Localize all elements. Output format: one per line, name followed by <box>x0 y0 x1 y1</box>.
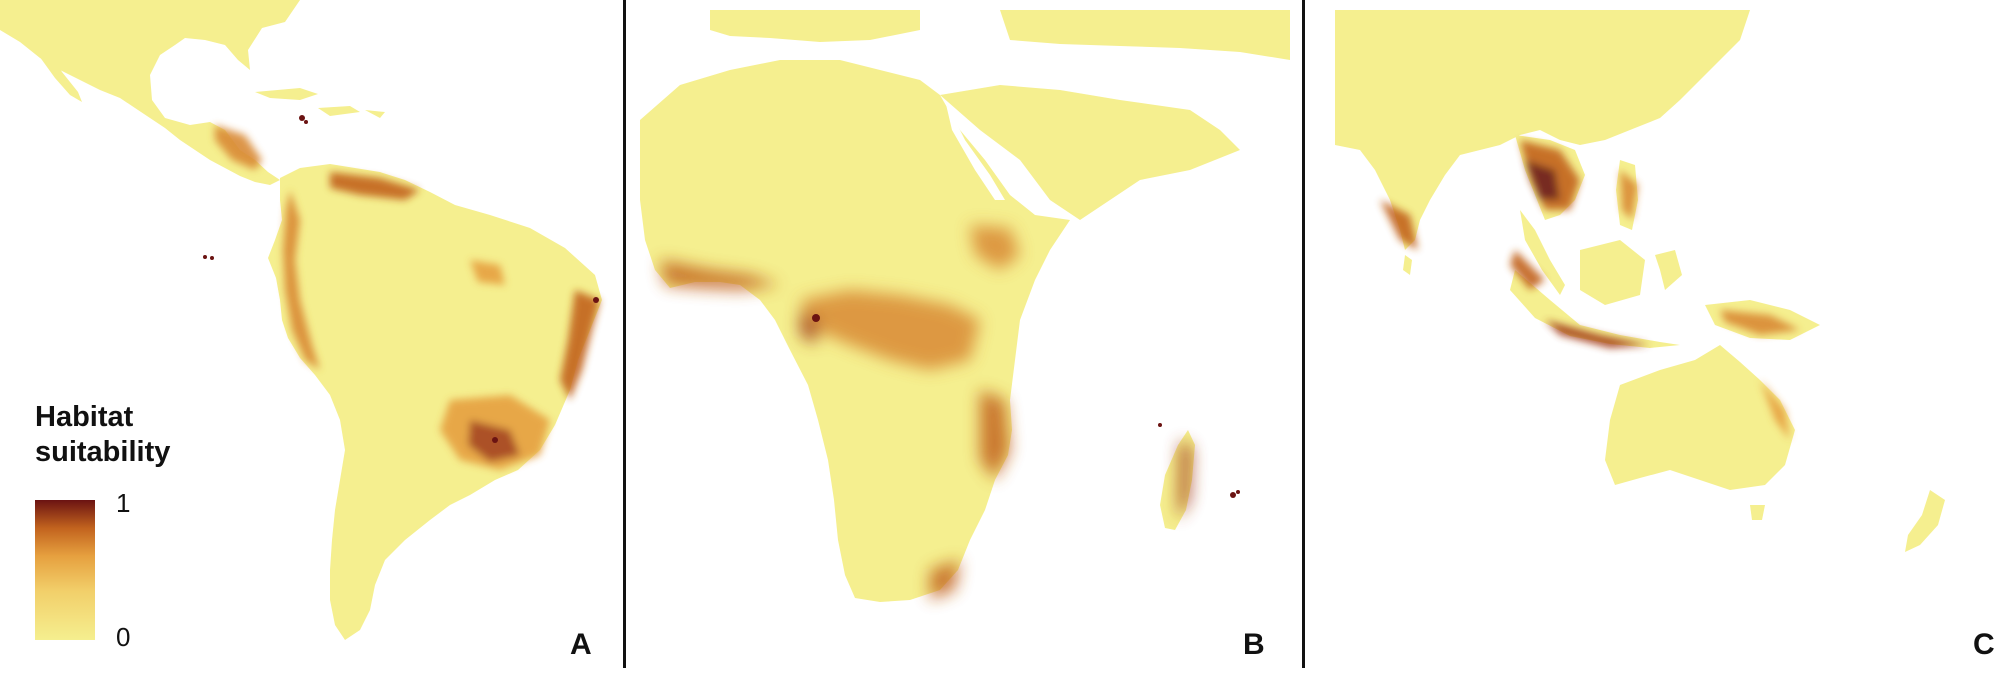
panel-letter-b: B <box>1243 628 1265 661</box>
panel-divider <box>623 0 626 668</box>
legend-max-label: 1 <box>116 488 131 518</box>
panel-asia-pacific: C <box>1320 0 2001 679</box>
legend-color-scale <box>35 500 95 640</box>
panel-divider <box>1302 0 1305 668</box>
legend-min-label: 0 <box>116 622 131 652</box>
panel-letter-a: A <box>570 628 592 661</box>
panel-americas: Habitat suitability 1 0 A <box>0 0 620 679</box>
asia-pacific-map <box>1335 10 1945 552</box>
africa-map <box>640 10 1290 602</box>
panel-letter-c: C <box>1973 628 1995 661</box>
legend-title-line2: suitability <box>35 436 171 468</box>
panel-africa: B <box>640 0 1290 679</box>
legend-title-line1: Habitat <box>35 401 134 433</box>
americas-map <box>0 0 602 640</box>
legend-title: Habitat suitability <box>35 400 170 470</box>
